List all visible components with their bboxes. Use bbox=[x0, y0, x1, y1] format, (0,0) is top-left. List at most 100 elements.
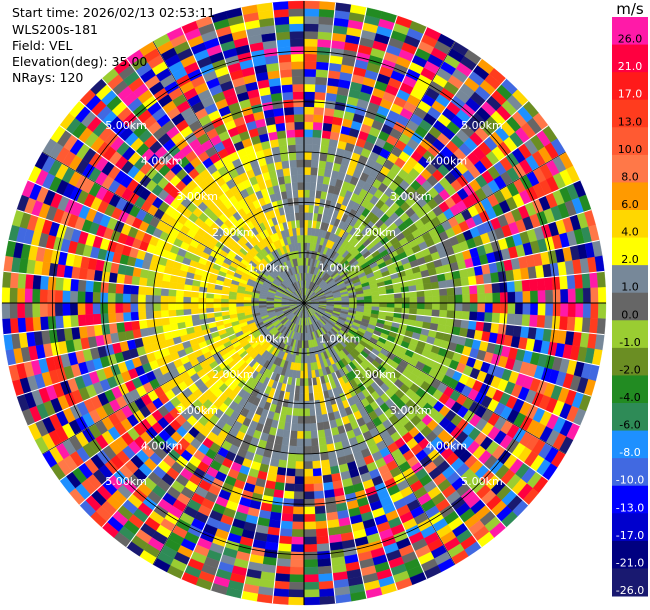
colorbar-tick-label: 4.0 bbox=[621, 226, 639, 239]
velocity-gate bbox=[379, 298, 388, 304]
velocity-gate bbox=[460, 276, 470, 287]
velocity-gate bbox=[454, 294, 463, 304]
velocity-gate bbox=[32, 274, 42, 290]
velocity-gate bbox=[122, 302, 131, 313]
velocity-gate bbox=[284, 483, 295, 492]
velocity-gate bbox=[314, 505, 327, 515]
velocity-gate bbox=[454, 310, 463, 320]
velocity-gate bbox=[313, 114, 324, 123]
velocity-gate bbox=[574, 273, 584, 289]
velocity-gate bbox=[537, 290, 546, 304]
velocity-gate bbox=[506, 280, 516, 293]
velocity-gate bbox=[290, 53, 305, 62]
velocity-gate bbox=[299, 385, 305, 394]
velocity-gate bbox=[280, 513, 294, 522]
velocity-gate bbox=[175, 296, 184, 304]
velocity-gate bbox=[274, 23, 290, 33]
range-ring-label: 4.00km bbox=[141, 155, 183, 168]
velocity-gate bbox=[318, 8, 335, 18]
velocity-gate bbox=[303, 136, 313, 145]
velocity-gate bbox=[299, 212, 305, 221]
velocity-gate bbox=[475, 320, 485, 332]
velocity-gate bbox=[394, 302, 403, 309]
range-ring-label: 2.00km bbox=[354, 368, 396, 381]
velocity-gate bbox=[190, 296, 199, 304]
velocity-gate bbox=[160, 309, 170, 319]
velocity-gate bbox=[277, 137, 288, 147]
velocity-gate bbox=[281, 91, 294, 101]
velocity-gate bbox=[62, 302, 71, 316]
velocity-gate bbox=[281, 505, 294, 515]
velocity-gate bbox=[294, 129, 305, 138]
velocity-gate bbox=[394, 297, 403, 304]
velocity-gate bbox=[153, 317, 163, 327]
velocity-gate bbox=[283, 490, 295, 500]
velocity-gate bbox=[303, 506, 316, 515]
velocity-gate bbox=[582, 302, 592, 319]
velocity-gate bbox=[130, 293, 139, 304]
velocity-gate bbox=[424, 302, 433, 310]
velocity-gate bbox=[289, 574, 305, 583]
colorbar-tick-label: 10.0 bbox=[618, 143, 643, 156]
velocity-gate bbox=[16, 302, 26, 319]
range-ring-label: 2.00km bbox=[212, 368, 254, 381]
velocity-gate bbox=[24, 288, 33, 304]
velocity-gate bbox=[183, 302, 192, 310]
velocity-gate bbox=[276, 558, 291, 568]
velocity-gate bbox=[324, 496, 337, 506]
velocity-gate bbox=[311, 453, 321, 462]
range-ring-label: 2.00km bbox=[212, 226, 254, 239]
velocity-gate bbox=[183, 296, 192, 304]
velocity-gate bbox=[24, 317, 34, 333]
velocity-gate bbox=[462, 294, 471, 304]
velocity-gate bbox=[499, 281, 508, 293]
velocity-gate bbox=[314, 99, 326, 108]
velocity-gate bbox=[322, 481, 334, 491]
velocity-gate bbox=[575, 288, 584, 304]
velocity-gate bbox=[482, 321, 492, 333]
velocity-gate bbox=[130, 311, 139, 322]
colorbar-tick-label: -1.0 bbox=[619, 336, 640, 349]
velocity-gate bbox=[303, 378, 309, 387]
velocity-gate bbox=[311, 445, 320, 454]
velocity-gate bbox=[85, 313, 94, 327]
velocity-gate bbox=[275, 474, 287, 484]
velocity-gate bbox=[47, 302, 56, 317]
velocity-gate bbox=[123, 320, 133, 332]
velocity-gate bbox=[439, 295, 448, 304]
velocity-gate bbox=[596, 271, 606, 288]
colorbar-tick-label: -10.0 bbox=[616, 474, 644, 487]
velocity-gate bbox=[303, 408, 311, 417]
velocity-gate bbox=[303, 385, 309, 394]
colorbar-tick-label: -4.0 bbox=[619, 391, 640, 404]
velocity-gate bbox=[160, 302, 169, 311]
velocity-gate bbox=[499, 313, 508, 325]
velocity-gate bbox=[529, 314, 538, 328]
start-time-label: Start time: 2026/02/13 02:53:11 bbox=[12, 5, 216, 20]
velocity-gate bbox=[310, 437, 320, 447]
velocity-gate bbox=[205, 297, 214, 304]
velocity-gate bbox=[544, 315, 553, 330]
field-label: Field: VEL bbox=[12, 38, 73, 53]
velocity-gate bbox=[137, 294, 146, 304]
velocity-gate bbox=[77, 279, 87, 292]
velocity-gate bbox=[152, 294, 161, 304]
range-ring-label: 5.00km bbox=[461, 475, 503, 488]
velocity-gate bbox=[280, 76, 293, 86]
velocity-gate bbox=[545, 289, 554, 304]
velocity-gate bbox=[589, 272, 599, 289]
velocity-gate bbox=[545, 302, 554, 317]
velocity-gate bbox=[292, 506, 305, 515]
velocity-gate bbox=[303, 589, 320, 598]
velocity-gate bbox=[123, 274, 133, 286]
velocity-gate bbox=[39, 275, 49, 290]
velocity-gate bbox=[401, 297, 410, 304]
velocity-gate bbox=[469, 311, 478, 322]
velocity-gate bbox=[93, 269, 103, 282]
range-ring-label: 4.00km bbox=[141, 439, 183, 452]
velocity-gate bbox=[316, 46, 331, 56]
velocity-gate bbox=[284, 475, 296, 485]
velocity-gate bbox=[153, 310, 162, 319]
velocity-gate bbox=[315, 76, 328, 86]
velocity-gate bbox=[477, 293, 486, 304]
